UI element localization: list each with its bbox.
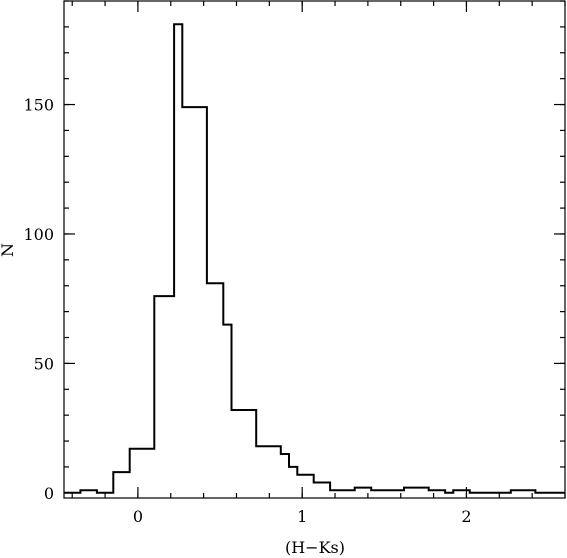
y-tick-label: 0 (44, 484, 54, 503)
tick-labels: 0 1 2 0 50 100 150 (23, 96, 471, 526)
x-axis-label: (H−Ks) (285, 538, 345, 557)
x-tick-label: 2 (461, 507, 471, 526)
histogram-outline (64, 23, 565, 494)
x-tick-label: 1 (297, 507, 307, 526)
x-tick-label: 0 (133, 507, 143, 526)
y-axis-label: N (0, 243, 17, 257)
plot-frame (63, 0, 566, 499)
y-tick-label: 50 (34, 354, 54, 373)
y-tick-label: 100 (23, 225, 54, 244)
y-tick-label: 150 (23, 96, 54, 115)
axis-ticks (64, 0, 566, 498)
